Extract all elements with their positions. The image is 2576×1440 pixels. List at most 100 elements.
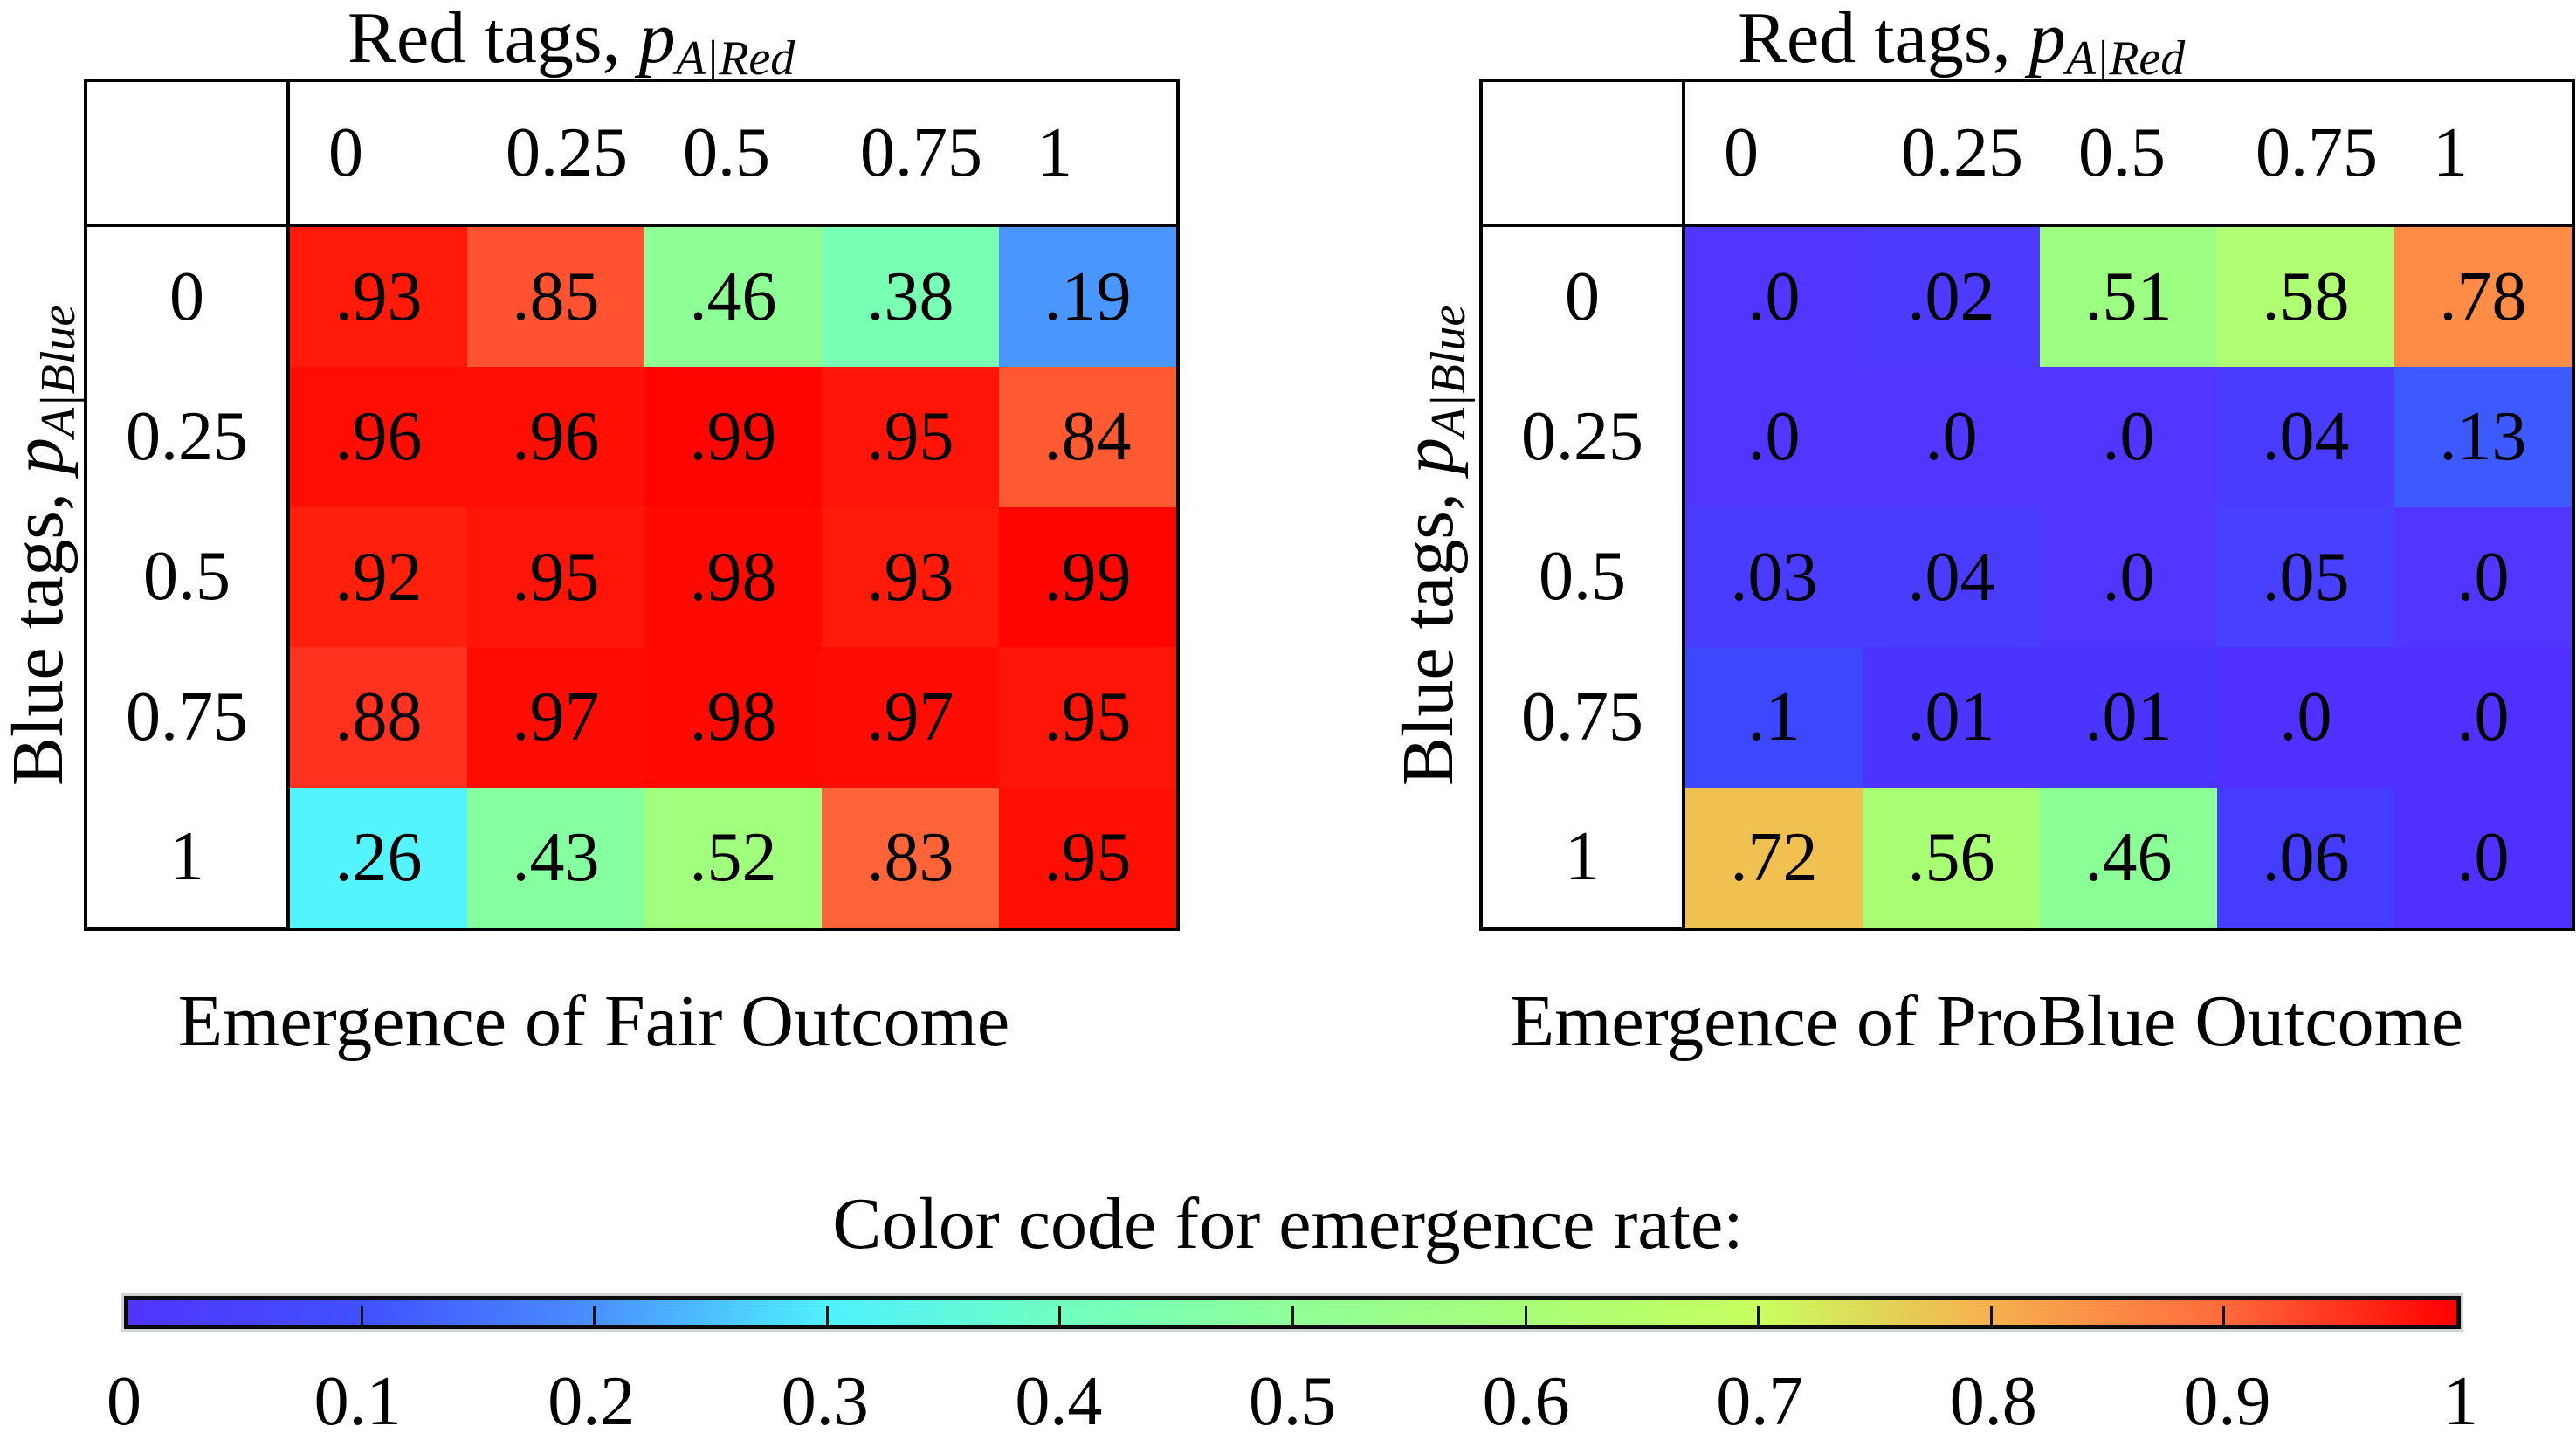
heatmap-cell: .97 (822, 647, 999, 789)
heatmap-cell: .72 (1685, 787, 1863, 928)
colorbar-tick (1989, 1306, 1993, 1329)
heatmap-cell: .26 (290, 787, 467, 928)
heatmap-cell: .06 (2217, 787, 2394, 928)
colorbar-tick (2222, 1306, 2226, 1329)
colorbar-tick-label: 0.8 (1949, 1363, 2037, 1440)
heatmap-cell: .1 (1685, 647, 1863, 789)
heatmap-cell: .0 (2394, 787, 2572, 928)
x-axis-variable: p (638, 0, 676, 79)
heatmap-cell: .98 (644, 506, 822, 648)
row-header-column: 0 0.25 0.5 0.75 1 (1483, 227, 1685, 927)
colorbar-tick (825, 1306, 829, 1329)
heatmap-cell: .52 (644, 787, 822, 928)
x-axis-title: Red tags, pA|Red (348, 2, 795, 84)
heatmap-cell: .43 (467, 787, 644, 928)
x-axis-title-text: Red tags, (1738, 0, 2029, 79)
heatmap-cell: .19 (999, 227, 1176, 368)
row-header: 0.75 (1521, 678, 1643, 755)
heatmap-cell: .46 (2040, 787, 2217, 928)
colorbar-tick-label: 0.5 (1249, 1363, 1336, 1440)
row-header: 0.5 (143, 538, 231, 616)
heatmap-cell: .04 (2217, 367, 2394, 508)
column-header: 1 (2433, 114, 2468, 191)
heatmap-cell: .0 (2217, 647, 2394, 789)
heatmap-table: 0 0.25 0.5 0.75 1 0 0.25 0.5 0.75 1 .0.02.51.58.… (1479, 79, 2575, 931)
heatmap-cell: .78 (2394, 227, 2572, 368)
heatmap-cell: .0 (2040, 506, 2217, 648)
row-header: 1 (1565, 818, 1600, 896)
colorbar-tick-label: 1 (2443, 1363, 2478, 1440)
column-header: 0 (328, 114, 363, 191)
colorbar-tick (593, 1306, 596, 1329)
heatmap-cell: .95 (999, 647, 1176, 789)
heatmap-cell: .96 (467, 367, 644, 508)
x-axis-subscript: A|Red (675, 31, 796, 86)
heatmap-cell: .38 (822, 227, 999, 368)
x-axis-variable: p (2028, 0, 2066, 79)
heatmap-cell: .92 (290, 506, 467, 648)
heatmap-cell: .04 (1863, 506, 2040, 648)
row-header: 1 (169, 818, 204, 896)
heatmap-cell: .0 (1685, 367, 1863, 508)
table-corner-cell (87, 82, 290, 227)
row-header: 0.25 (126, 398, 248, 476)
heatmap-cell: .96 (290, 367, 467, 508)
y-axis-title: Blue tags, pA|Blue (1388, 305, 1476, 786)
colorbar-tick-label: 0.4 (1015, 1363, 1103, 1440)
heatmap-cell: .98 (644, 647, 822, 789)
column-header: 0.25 (1901, 114, 2023, 191)
row-header: 0.75 (126, 678, 248, 755)
fair-outcome-panel: Red tags, pA|Red Blue tags, pA|Blue 0 0.2… (0, 2, 1180, 1062)
column-header-row: 0 0.25 0.5 0.75 1 (1685, 82, 2572, 227)
colorbar-tick-label: 0.3 (781, 1363, 869, 1440)
colorbar (124, 1296, 2461, 1329)
heatmap-cell: .02 (1863, 227, 2040, 368)
heatmap-cell: .0 (1863, 367, 2040, 508)
column-header: 0.75 (2256, 114, 2378, 191)
y-axis-subscript: A|Blue (1422, 304, 1476, 438)
x-axis-subscript: A|Red (2065, 31, 2186, 86)
y-axis-title-text: Blue tags, (1388, 474, 1469, 786)
heatmap-cell: .93 (822, 506, 999, 648)
heatmap-cell: .46 (644, 227, 822, 368)
x-axis-title-text: Red tags, (348, 0, 639, 79)
heatmap-cell: .99 (644, 367, 822, 508)
colorbar-tick-label: 0.7 (1716, 1363, 1804, 1440)
heatmap-cell: .99 (999, 506, 1176, 648)
heatmap-cell: .01 (2040, 647, 2217, 789)
heatmap-cell: .51 (2040, 227, 2217, 368)
row-header: 0.5 (1539, 538, 1626, 616)
heatmap-cell: .05 (2217, 506, 2394, 648)
panel-caption: Emergence of Fair Outcome (177, 981, 1010, 1062)
heatmap-cell: .0 (2040, 367, 2217, 508)
heatmap-cell: .13 (2394, 367, 2572, 508)
heatmap-cell: .93 (290, 227, 467, 368)
column-header: 0.25 (506, 114, 628, 191)
row-header-column: 0 0.25 0.5 0.75 1 (87, 227, 290, 927)
column-header: 0.5 (683, 114, 770, 191)
table-corner-cell (1483, 82, 1685, 227)
heatmap-cell: .0 (2394, 506, 2572, 648)
column-header: 1 (1037, 114, 1072, 191)
colorbar-tick (1524, 1306, 1527, 1329)
heatmap-table: 0 0.25 0.5 0.75 1 0 0.25 0.5 0.75 1 .93.85.46.38… (84, 79, 1180, 931)
colorbar-tick-label: 0.9 (2183, 1363, 2271, 1440)
heatmap-cell: .0 (2394, 647, 2572, 789)
heatmap-cell: .88 (290, 647, 467, 789)
heatmap-cell: .83 (822, 787, 999, 928)
colorbar-title: Color code for emergence rate: (832, 1183, 1744, 1264)
colorbar-tick (1291, 1306, 1294, 1329)
heatmap-cell: .97 (467, 647, 644, 789)
heatmap-cell: .95 (467, 506, 644, 648)
heatmap-cell: .56 (1863, 787, 2040, 928)
heatmap-cell: .95 (822, 367, 999, 508)
colorbar-tick (360, 1306, 363, 1329)
heatmap-cell: .58 (2217, 227, 2394, 368)
colorbar-tick-label: 0.1 (313, 1363, 402, 1440)
heatmap-cell: .84 (999, 367, 1176, 508)
heatmap-cell: .01 (1863, 647, 2040, 789)
column-header: 0.5 (2078, 114, 2166, 191)
heatmap-cell: .0 (1685, 227, 1863, 368)
panel-caption: Emergence of ProBlue Outcome (1509, 981, 2464, 1062)
column-header: 0.75 (860, 114, 982, 191)
